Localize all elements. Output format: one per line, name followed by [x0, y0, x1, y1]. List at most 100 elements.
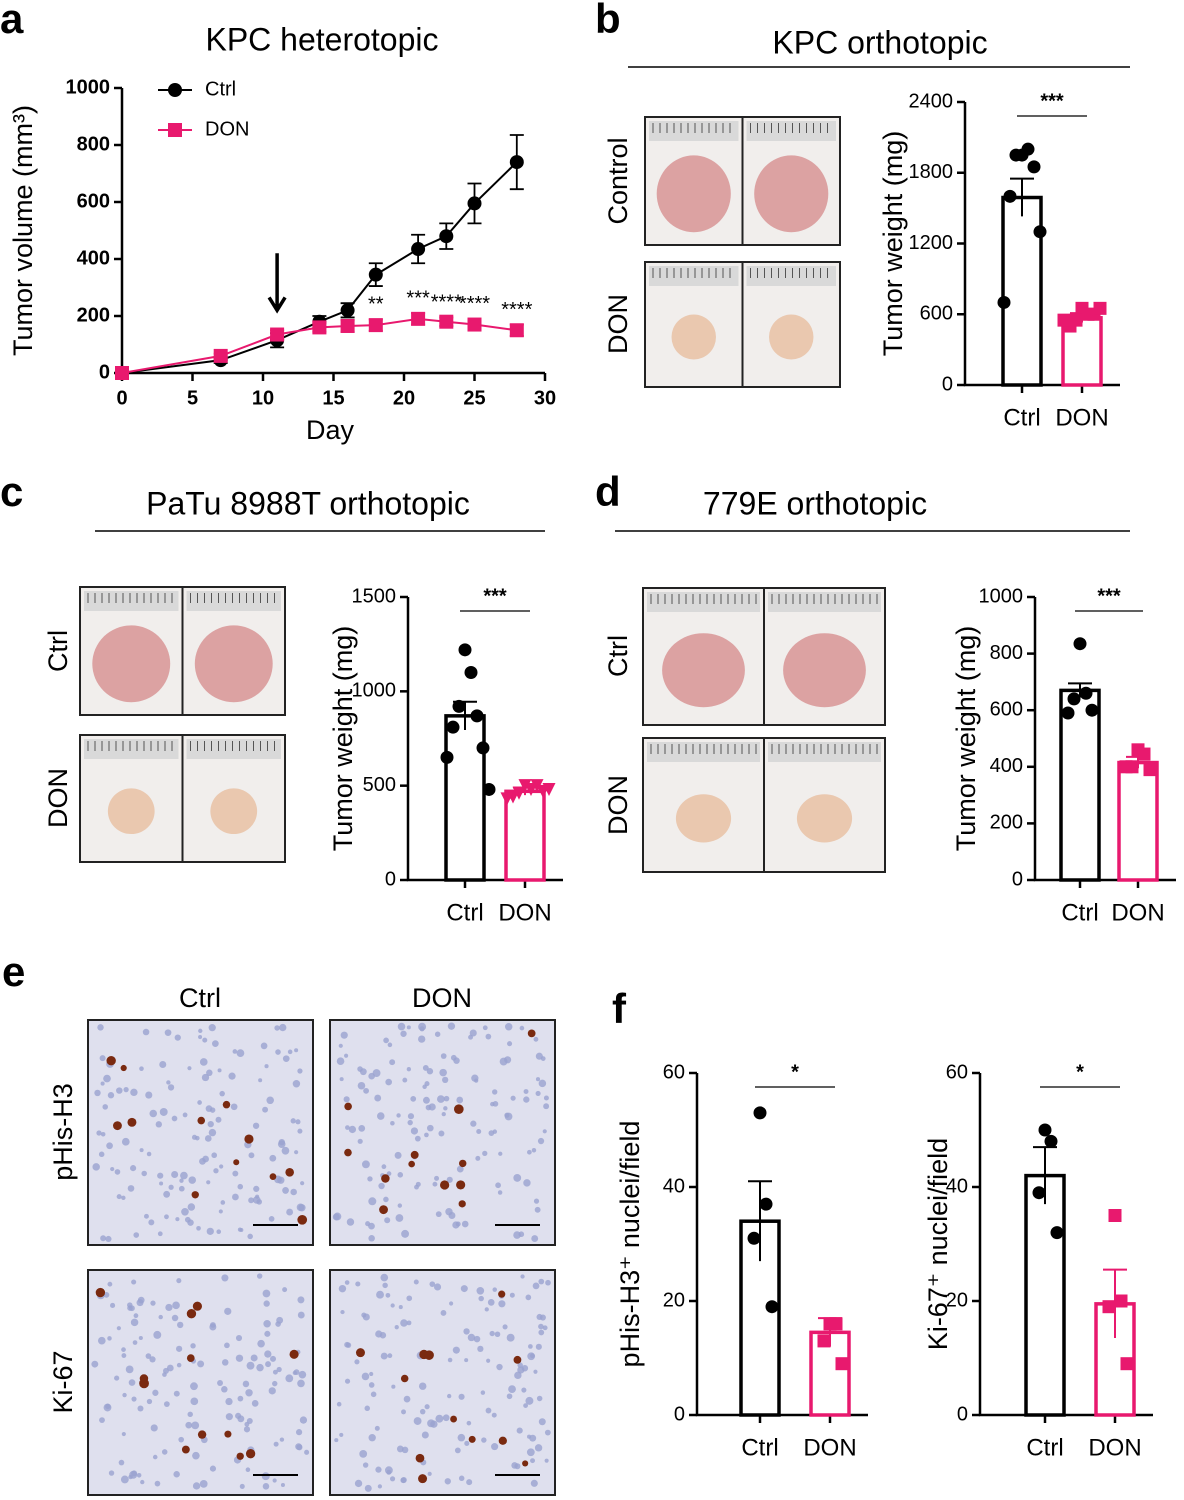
nucleus — [461, 1220, 469, 1228]
ruler — [84, 739, 179, 759]
ruler — [186, 591, 281, 611]
point — [482, 782, 496, 796]
nucleus — [282, 1055, 290, 1062]
nucleus — [164, 1214, 169, 1220]
nucleus — [114, 1375, 120, 1381]
row-label: Ki-67 — [48, 1350, 78, 1413]
nucleus — [297, 1128, 303, 1134]
micrograph — [329, 1269, 556, 1496]
stained-nucleus — [498, 1290, 506, 1298]
point — [213, 348, 228, 363]
y-tick-label: 2400 — [909, 90, 954, 112]
nucleus — [246, 1361, 255, 1370]
y-tick-label: 1200 — [909, 232, 954, 254]
nucleus — [212, 1040, 219, 1047]
point — [829, 1317, 843, 1331]
nucleus — [543, 1095, 549, 1101]
nucleus — [444, 1478, 451, 1485]
point — [458, 643, 472, 657]
nucleus — [456, 1165, 464, 1173]
stained-nucleus — [440, 1180, 450, 1190]
nucleus — [377, 1112, 385, 1120]
nucleus — [402, 1077, 408, 1083]
nucleus — [201, 1073, 210, 1082]
point — [1027, 160, 1041, 174]
y-tick-label: 1500 — [352, 585, 397, 607]
nucleus — [116, 1194, 122, 1200]
nucleus — [236, 1049, 245, 1057]
nucleus — [157, 1231, 163, 1237]
nucleus — [362, 1462, 369, 1468]
nucleus — [532, 1282, 540, 1290]
nucleus — [446, 1176, 453, 1183]
nucleus — [207, 1120, 214, 1128]
nucleus — [542, 1325, 548, 1331]
tissue — [754, 155, 829, 233]
nucleus — [116, 1087, 123, 1094]
nucleus — [504, 1112, 510, 1118]
nucleus — [400, 1319, 408, 1327]
nucleus — [435, 1211, 442, 1218]
stained-nucleus — [222, 1100, 231, 1109]
x-tick-label: 30 — [534, 387, 556, 409]
nucleus — [516, 1427, 523, 1434]
nucleus — [260, 1042, 268, 1050]
nucleus — [245, 1389, 253, 1397]
nucleus — [375, 1466, 382, 1473]
nucleus — [344, 1341, 350, 1348]
nucleus — [530, 1479, 538, 1487]
nucleus — [146, 1151, 152, 1157]
nucleus — [161, 1449, 168, 1455]
nucleus — [149, 1109, 158, 1118]
nucleus — [403, 1395, 411, 1403]
nucleus — [401, 1409, 406, 1415]
y-tick-label: 400 — [990, 755, 1023, 777]
nucleus — [224, 1342, 230, 1349]
nucleus — [213, 1168, 219, 1174]
point — [509, 323, 524, 338]
nucleus — [136, 1472, 142, 1478]
nucleus — [523, 1096, 530, 1103]
nucleus — [278, 1138, 285, 1146]
x-tick-label: DON — [1111, 899, 1164, 926]
nucleus — [218, 1209, 223, 1214]
nucleus — [414, 1135, 421, 1142]
y-tick-label: 0 — [942, 373, 953, 395]
nucleus — [206, 1180, 211, 1185]
nucleus — [158, 1314, 163, 1320]
nucleus — [509, 1292, 515, 1298]
row-label: Control — [603, 137, 633, 224]
nucleus — [279, 1437, 285, 1442]
photo-labels: Control DON Ctrl DON Ctrl DON Ctrl DON p… — [43, 137, 633, 1413]
nucleus — [540, 1056, 546, 1061]
y-tick-label: 1800 — [909, 161, 954, 183]
nucleus — [378, 1182, 385, 1190]
nucleus — [421, 1431, 429, 1439]
nucleus — [159, 1181, 164, 1186]
point — [368, 267, 383, 282]
series-line — [121, 317, 517, 374]
nucleus — [242, 1380, 250, 1388]
chart-title: KPC heterotopic — [205, 21, 438, 57]
nucleus — [438, 1130, 445, 1137]
nucleus — [542, 1129, 547, 1134]
nucleus — [107, 1281, 113, 1287]
nucleus — [533, 1198, 540, 1204]
nucleus — [520, 1274, 525, 1279]
panel-letter: b — [595, 0, 621, 42]
nucleus — [299, 1416, 308, 1424]
nucleus — [217, 1068, 222, 1073]
nucleus — [175, 1345, 183, 1352]
stained-nucleus — [418, 1474, 428, 1484]
stained-nucleus — [236, 1452, 244, 1460]
nucleus — [338, 1284, 347, 1293]
legend-label: DON — [205, 118, 249, 140]
chart-title: 779E orthotopic — [703, 485, 927, 521]
nucleus — [137, 1405, 144, 1412]
nucleus — [281, 1146, 290, 1155]
nucleus — [476, 1286, 485, 1295]
nucleus — [262, 1106, 269, 1113]
bar — [504, 789, 546, 882]
nucleus — [489, 1330, 495, 1337]
